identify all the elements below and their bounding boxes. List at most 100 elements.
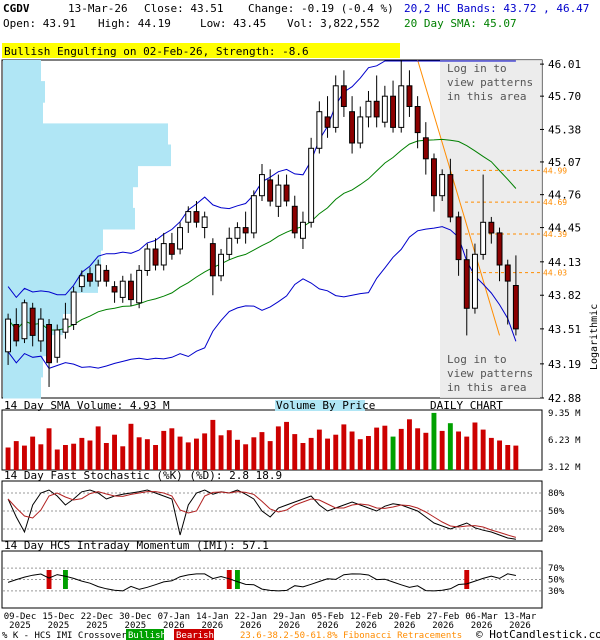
date-label: 13-Mar-26 [68, 2, 128, 15]
candle-bull [160, 243, 167, 266]
symbol-label: CGDV [3, 2, 30, 15]
volume-panel: 14 Day SMA Volume: 4.93 M Volume By Pric… [1, 399, 581, 473]
volume-bar [472, 422, 478, 470]
volume-bar [22, 445, 27, 470]
volume-bar [464, 436, 470, 470]
volume-bar [357, 439, 363, 470]
login-note-top[interactable]: Log in to view patterns in this area [447, 62, 533, 103]
volume-by-price-bars [3, 60, 171, 399]
fib-label: 44.69 [543, 198, 567, 207]
candle-bear [496, 232, 503, 266]
imi-panel-frame [1, 550, 543, 609]
fib-swing [417, 59, 501, 336]
volume-bar [95, 426, 101, 470]
volume-bar [54, 449, 60, 470]
sma-line [7, 138, 517, 331]
candle-bear [431, 158, 437, 197]
volume-bar [218, 435, 224, 470]
volume-bar [13, 441, 19, 470]
fib-label: 44.99 [543, 166, 567, 175]
price-tick-label: 43.82 [548, 289, 581, 302]
volume-bar [349, 431, 355, 470]
candle-bear [267, 179, 274, 202]
candle-bull [78, 275, 85, 288]
volume-bar [316, 429, 322, 470]
vbp-bar [3, 250, 101, 272]
imi-crossover-mark [464, 570, 470, 589]
volume-bar [333, 434, 339, 470]
candle-bull [357, 116, 364, 144]
date-tick-year: 2026 [355, 621, 377, 631]
volume-bar [275, 426, 281, 470]
date-tick-label: 06-Mar [465, 612, 498, 622]
date-tick-label: 20-Feb [388, 612, 421, 622]
date-tick-label: 07-Jan [158, 612, 191, 622]
price-tick-label: 42.88 [548, 392, 581, 405]
volume-bar [497, 440, 502, 470]
date-tick-label: 15-Dec [42, 612, 75, 622]
volume-bar [390, 436, 396, 470]
candle-bull [259, 174, 265, 197]
date-tick-year: 2026 [201, 621, 223, 631]
volume-bar [30, 436, 36, 470]
login-note-top-3: in this area [447, 90, 526, 103]
price-tick-label: 46.01 [548, 58, 581, 71]
candle-bull [381, 95, 388, 123]
candle-bull [218, 253, 225, 277]
candle-bear [283, 184, 290, 202]
candle-bear [111, 286, 118, 293]
volume-bar [407, 419, 412, 470]
login-note-bottom[interactable]: Log in to view patterns in this area [447, 353, 533, 394]
candle-bear [340, 85, 347, 108]
candle-bull [234, 227, 241, 239]
candle-bull [480, 221, 487, 255]
candle-bull [439, 174, 446, 197]
volume-bar [398, 428, 404, 470]
login-note-top-1: Log in to [447, 62, 507, 75]
volume-bar [71, 443, 77, 470]
vbp-bar [3, 376, 41, 399]
date-tick-year: 2026 [432, 621, 454, 631]
vbp-bar [3, 292, 73, 314]
candle-bear [406, 85, 413, 108]
volume-bar [177, 436, 183, 470]
candle-bear [103, 269, 110, 282]
date-tick-label: 22-Jan [235, 612, 268, 622]
vbp-bar [3, 165, 138, 188]
candle-bull [398, 85, 405, 128]
login-note-bottom-2: view patterns [447, 367, 533, 380]
volume-bar [202, 433, 208, 470]
candle-bear [390, 95, 397, 128]
volume-sma-label: 14 Day SMA Volume: 4.93 M [4, 399, 170, 412]
volume-bar [325, 438, 330, 470]
candle-bull [185, 211, 192, 223]
imi-tick-label: 70% [548, 564, 565, 574]
volume-bar [382, 425, 388, 470]
volume-bar [46, 428, 52, 470]
candle-bear [463, 259, 470, 309]
date-tick-label: 12-Feb [350, 612, 383, 622]
price-tick-label: 45.70 [548, 90, 581, 103]
price-tick-label: 44.76 [548, 189, 581, 202]
volume-bar [366, 436, 371, 470]
volume-bar [259, 432, 265, 470]
candle-bear [512, 285, 519, 330]
price-axis: 46.01 45.70 45.38 45.07 44.76 44.45 44.13 43.82… [540, 58, 581, 405]
login-note-bottom-1: Log in to [447, 353, 507, 366]
date-tick-year: 2026 [509, 621, 531, 631]
copyright[interactable]: © HotCandlestick.com [476, 628, 600, 640]
candle-bull [300, 221, 306, 239]
candle-bull [119, 280, 126, 298]
stochastic-lines [3, 489, 541, 540]
candle-bear [128, 280, 134, 301]
date-tick-year: 2026 [394, 621, 416, 631]
change-label: Change: -0.19 (-0.4 %) [248, 2, 394, 15]
date-tick-label: 22-Dec [81, 612, 114, 622]
candle-bear [455, 216, 462, 261]
date-tick-year: 2026 [240, 621, 262, 631]
imi-crossover-mark [46, 570, 52, 589]
pattern-banner: Bullish Engulfing on 02-Feb-26, Strength… [4, 45, 309, 58]
fib-legend: 23.6-38.2-50-61.8% Fibonacci Retracement… [240, 631, 462, 640]
candle-bull [21, 302, 28, 340]
